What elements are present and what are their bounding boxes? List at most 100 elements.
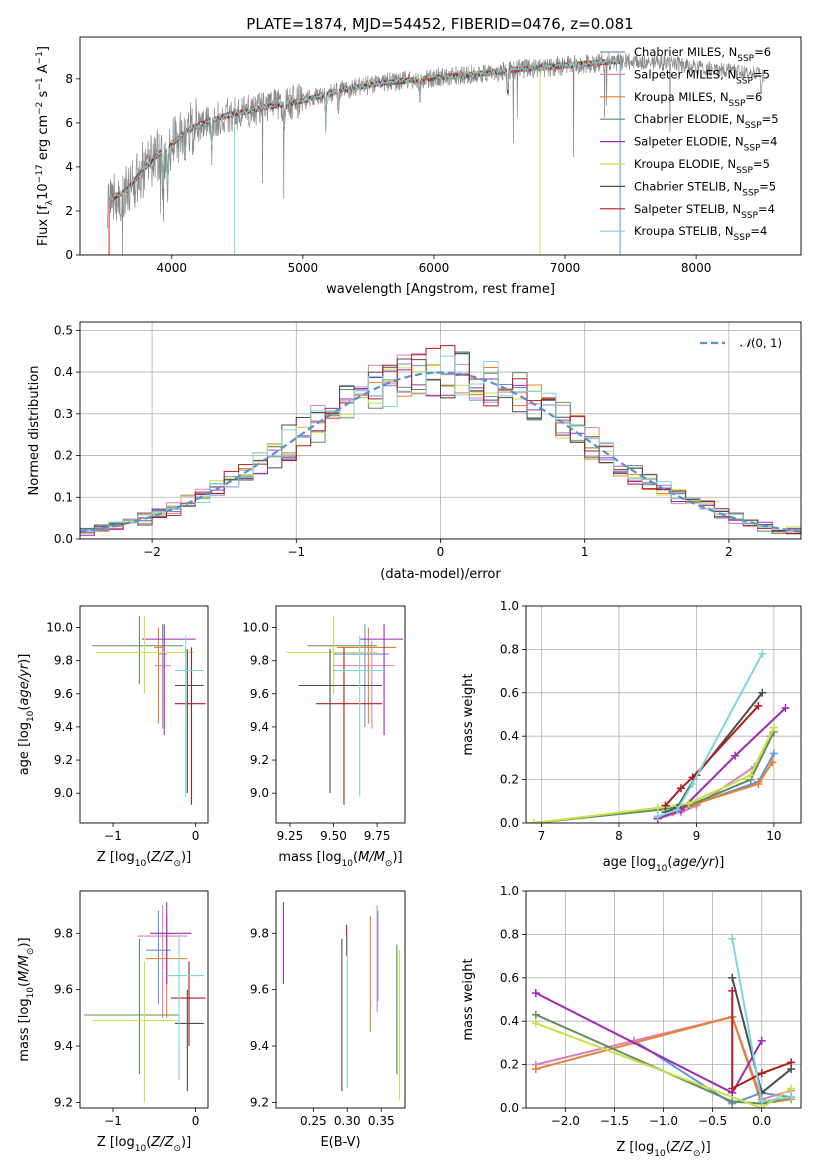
y-tick-label: 2 xyxy=(65,204,73,218)
x-tick-label: 9.75 xyxy=(364,829,391,843)
label-part: 10 xyxy=(26,987,36,999)
weight-marker xyxy=(746,771,755,780)
y-tick-label: 0.3 xyxy=(54,407,73,421)
y-tick-label: 0.1 xyxy=(54,490,73,504)
legend-sub: SSP xyxy=(736,76,753,86)
x-tick-label: 9.50 xyxy=(320,829,347,843)
weight-marker xyxy=(531,1019,540,1028)
y-tick-label: 9.8 xyxy=(250,926,269,940)
axes-frame xyxy=(275,890,406,1109)
label-part: Flux [f xyxy=(36,205,51,246)
x-tick-label: 7 xyxy=(538,829,546,843)
label-part: )] xyxy=(17,654,32,664)
axes-age_vs_Z: −1 09.09.29.49.69.810.0Z [log10(Z/Z⊙)]age… xyxy=(17,605,209,869)
legend-count: =6 xyxy=(754,45,771,59)
plot-area xyxy=(80,322,801,539)
legend-sub: SSP xyxy=(744,144,761,154)
legend-sub: SSP xyxy=(734,233,751,243)
model-spectrum xyxy=(108,58,621,202)
label-part: Z [log xyxy=(616,1140,654,1155)
weight-marker xyxy=(684,799,693,808)
legend-sub: SSP xyxy=(737,54,754,64)
label-part: Z/Z xyxy=(150,850,174,865)
x-tick-label: 0.30 xyxy=(334,1114,361,1128)
x-tick-label: 0.35 xyxy=(368,1114,395,1128)
weight-marker xyxy=(728,1084,737,1093)
weight-marker xyxy=(754,701,763,710)
weight-marker xyxy=(531,988,540,997)
x-tick-label: 1 xyxy=(581,545,589,559)
x-tick-label: 7000 xyxy=(550,261,581,275)
axes-frame xyxy=(79,36,802,256)
y-tick-label: 10.0 xyxy=(46,621,73,635)
label-part: )] xyxy=(181,850,191,865)
legend-count: =5 xyxy=(759,179,776,193)
label-part: mass weight xyxy=(461,958,476,1040)
weight-marker xyxy=(653,803,662,812)
axes-age_vs_mass: 9.25 9.50 9.75 9.0 9.2 9.4 9.6 9.8 10.0 mass [log… xyxy=(242,605,406,869)
y-tick-label: 9.6 xyxy=(250,983,269,997)
axes-spectrum: 4000 5000 6000 7000 8000 0 2 4 6 8 wavelength [Ang… xyxy=(35,36,802,297)
weight-marker xyxy=(769,723,778,732)
y-tick-label: 0.4 xyxy=(500,1014,519,1028)
label-part: ( xyxy=(146,1135,151,1150)
label-part: mass [log xyxy=(17,998,32,1061)
y-tick-label: 9.2 xyxy=(54,1095,73,1109)
weight-marker xyxy=(787,1058,796,1067)
x-tick-label: 9.25 xyxy=(277,829,304,843)
x-tick-label: −0.5 xyxy=(698,1114,727,1128)
legend-count: =4 xyxy=(761,135,778,149)
label-part: mass [log xyxy=(278,850,341,865)
x-tick-label: 0.0 xyxy=(752,1114,771,1128)
label-part: 10 xyxy=(342,859,354,869)
label-part: ⊙ xyxy=(173,1144,181,1154)
x-tick-label: −1 xyxy=(104,1114,122,1128)
normal-curve xyxy=(80,371,801,533)
y-tick-label: 0.6 xyxy=(500,971,519,985)
label-part: M/M xyxy=(17,955,32,982)
weight-marker xyxy=(781,703,790,712)
y-axis-label: mass weight xyxy=(461,958,476,1040)
y-tick-label: 4 xyxy=(65,160,73,174)
y-tick-label: 0.8 xyxy=(500,927,519,941)
legend-label: Kroupa MILES, N xyxy=(634,90,729,104)
label-part: ( xyxy=(353,850,358,865)
label-part: E(B-V) xyxy=(320,1135,360,1150)
label-part: λ xyxy=(45,199,55,205)
label-part: ⊙ xyxy=(173,859,181,869)
legend-entry: Salpeter STELIB, NSSP=4 xyxy=(634,202,775,221)
y-axis-label: Flux [fλ10−17 erg cm−2 s−1 A−1] xyxy=(35,46,55,246)
x-axis-label: E(B-V) xyxy=(320,1135,360,1150)
y-tick-label: 9.2 xyxy=(54,753,73,767)
x-tick-label: −1 xyxy=(287,545,305,559)
x-tick-label: −1.5 xyxy=(600,1114,629,1128)
legend-sub: SSP xyxy=(745,121,762,131)
label-part: erg cm xyxy=(36,115,51,164)
axes-frame xyxy=(525,605,802,824)
legend-entry: Chabrier ELODIE, NSSP=5 xyxy=(634,112,779,131)
axes-mass_weight_vs_Z: −2.0 −1.5 −1.0 −0.5 0.0 0.0 0.2 0.4 0.6 0.8 1.0 Z [… xyxy=(461,884,802,1159)
axes-frame xyxy=(79,605,209,824)
plot-area xyxy=(84,902,206,1103)
weight-line xyxy=(665,692,764,814)
residual-histogram xyxy=(80,355,801,533)
weight-marker xyxy=(728,934,737,943)
axes-frame xyxy=(79,890,209,1109)
label-part: age [log xyxy=(603,855,656,870)
label-part: 10 xyxy=(656,864,668,874)
weight-marker xyxy=(661,801,670,810)
weight-marker xyxy=(529,819,538,823)
weight-marker xyxy=(728,973,737,982)
label-part: 10 xyxy=(654,1149,666,1159)
y-tick-label: 0.4 xyxy=(54,365,73,379)
weight-marker xyxy=(531,1010,540,1019)
label-part: Z/Z xyxy=(670,1140,694,1155)
label-part: age/yr xyxy=(17,662,32,705)
label-part: −1 xyxy=(35,77,45,90)
x-axis-label: mass [log10(M/M⊙)] xyxy=(278,850,402,869)
model-spectrum xyxy=(108,57,621,203)
y-tick-label: 9.4 xyxy=(250,1039,269,1053)
legend-count: =4 xyxy=(758,202,775,216)
y-tick-label: 9.4 xyxy=(54,720,73,734)
